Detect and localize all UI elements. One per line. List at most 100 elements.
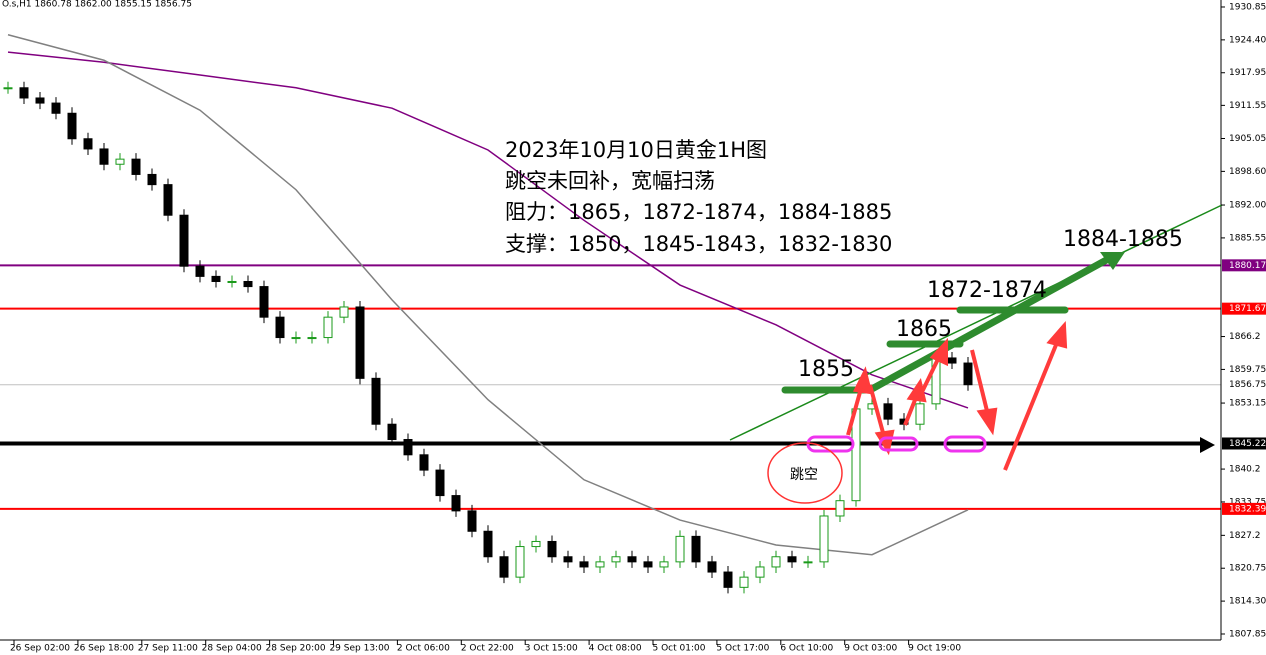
candle-body <box>755 566 765 578</box>
candle-body <box>947 357 957 364</box>
x-tick-label: 4 Oct 08:00 <box>589 644 642 654</box>
arrow-head <box>1200 437 1215 453</box>
y-tick-label: 1885.55 <box>1229 233 1266 243</box>
x-tick-label: 9 Oct 19:00 <box>908 644 961 654</box>
candle-body <box>627 556 637 563</box>
price-label: 1880.17 <box>1229 261 1266 271</box>
y-tick-label: 1930.85 <box>1229 2 1266 12</box>
y-tick-label: 1840.2 <box>1229 465 1261 475</box>
y-tick-label: 1820.75 <box>1229 564 1266 574</box>
x-tick-label: 3 Oct 15:00 <box>525 644 578 654</box>
price-label-box <box>1222 437 1266 450</box>
x-tick-label: 6 Oct 10:00 <box>780 644 833 654</box>
level-label: 1865 <box>896 317 952 342</box>
x-tick-label: 5 Oct 01:00 <box>653 644 706 654</box>
candle-body <box>307 337 317 340</box>
price-label-box <box>1222 302 1266 315</box>
moving-average <box>7 51 969 409</box>
y-tick-label: 1853.15 <box>1229 399 1266 409</box>
candle-body <box>99 148 109 165</box>
level-label: 1855 <box>798 357 854 382</box>
level-label: 1884-1885 <box>1063 227 1183 252</box>
price-label: 1871.67 <box>1229 304 1266 314</box>
x-tick-label: 9 Oct 03:00 <box>844 644 897 654</box>
y-tick-label: 1814.30 <box>1229 597 1266 607</box>
candle-body <box>275 316 285 339</box>
candle-body <box>115 158 125 165</box>
candle-body <box>355 306 365 379</box>
candle-body <box>83 138 93 150</box>
x-tick-label: 26 Sep 02:00 <box>10 644 70 654</box>
candle-body <box>499 556 509 578</box>
x-tick-label: 28 Sep 04:00 <box>202 644 262 654</box>
y-tick-label: 1898.60 <box>1229 167 1266 177</box>
price-label-box <box>1222 378 1266 391</box>
x-tick-label: 29 Sep 13:00 <box>329 644 389 654</box>
x-tick-label: 28 Sep 20:00 <box>266 644 326 654</box>
candle-body <box>787 556 797 563</box>
candle-body <box>531 540 541 548</box>
x-tick-label: 5 Oct 17:00 <box>716 644 769 654</box>
gap-label: 跳空 <box>790 467 818 483</box>
candle-body <box>611 556 621 563</box>
candle-body <box>467 510 477 532</box>
candle-body <box>659 561 669 568</box>
candle-body <box>259 286 269 318</box>
y-tick-label: 1807.85 <box>1229 629 1266 639</box>
candle-body <box>595 561 605 568</box>
y-tick-label: 1827.2 <box>1229 531 1261 541</box>
candle-body <box>195 265 205 277</box>
price-label-box <box>1222 259 1266 272</box>
candle-body <box>419 454 429 471</box>
note-line: 跳空未回补，宽幅扫荡 <box>505 169 715 193</box>
price-label: 1845.22 <box>1229 439 1266 449</box>
candle-body <box>403 439 413 456</box>
candle-body <box>19 87 29 99</box>
plot-area <box>0 34 1221 594</box>
candle-body <box>51 102 61 114</box>
candle-body <box>723 571 733 588</box>
y-tick-label: 1859.75 <box>1229 365 1266 375</box>
y-tick-label: 1917.95 <box>1229 68 1266 78</box>
candle-body <box>147 173 157 186</box>
candle-body <box>691 535 701 563</box>
candle-body <box>227 280 237 283</box>
candle-body <box>243 280 253 288</box>
trend-line <box>729 204 1223 441</box>
note-line: 2023年10月10日黄金1H图 <box>505 138 767 162</box>
candle-body <box>483 530 493 558</box>
candle-body <box>371 377 381 425</box>
candle-body <box>435 469 445 497</box>
candle-body <box>387 423 397 441</box>
candle-body <box>339 306 349 318</box>
candle-body <box>579 561 589 568</box>
candle-body <box>963 362 973 386</box>
y-tick-label: 1924.40 <box>1229 35 1266 45</box>
x-tick-label: 2 Oct 22:00 <box>461 644 514 654</box>
y-tick-label: 1905.05 <box>1229 134 1266 144</box>
gap-circle <box>767 442 843 504</box>
candle-body <box>179 214 189 267</box>
x-tick-label: 2 Oct 06:00 <box>397 644 450 654</box>
y-tick-label: 1833.75 <box>1229 497 1266 507</box>
candle-body <box>323 316 333 339</box>
candle-body <box>643 561 653 568</box>
candle-body <box>35 97 45 104</box>
candle-body <box>563 556 573 563</box>
candle-body <box>835 500 845 517</box>
price-label-box <box>1222 502 1266 515</box>
header: O.s,H1 1860.78 1862.00 1855.15 1856.75 <box>2 0 192 10</box>
candle-body <box>707 561 717 573</box>
red-arrows <box>846 320 1068 471</box>
price-label: 1832.39 <box>1229 504 1266 514</box>
y-tick-label: 1911.55 <box>1229 101 1266 111</box>
candle-body <box>163 184 173 216</box>
candle-body <box>883 403 893 420</box>
candle-body <box>739 576 749 588</box>
candle-body <box>915 403 925 425</box>
trend-arrow <box>868 254 1112 394</box>
arrow-head <box>1100 252 1125 270</box>
candle-body <box>3 87 13 90</box>
